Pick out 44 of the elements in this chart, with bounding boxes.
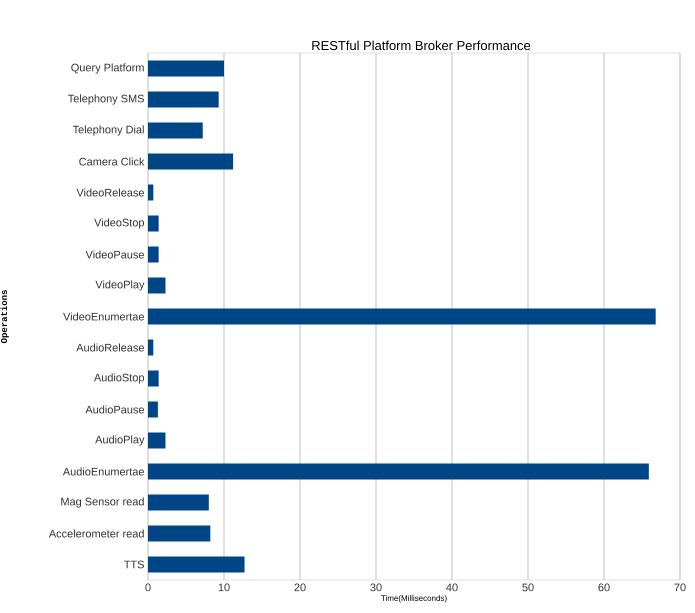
y-tick-label: VideoPlay: [95, 280, 144, 291]
bar: [148, 525, 210, 542]
bar: [148, 122, 203, 138]
bar: [148, 91, 219, 108]
x-tick-label: 30: [370, 584, 382, 592]
y-tick-label: TTS: [124, 560, 144, 568]
bar: [148, 463, 649, 480]
y-tick-label: Camera Click: [79, 157, 144, 166]
bar: [148, 184, 154, 200]
bar: [148, 370, 159, 386]
bar: [148, 339, 154, 356]
bar: [148, 308, 656, 324]
x-tick-label: 50: [522, 584, 534, 592]
bar: [148, 60, 224, 76]
y-tick-label: AudioPlay: [95, 435, 144, 446]
x-tick-label: 20: [294, 584, 306, 592]
y-tick-label: AudioPause: [85, 405, 144, 414]
y-tick-label: VideoStop: [94, 218, 144, 229]
y-axis-title: Operations: [0, 290, 9, 344]
chart-title: RESTful Platform Broker Performance: [312, 40, 530, 50]
y-tick-label: Telephony Dial: [72, 125, 144, 136]
y-tick-label: VideoEnumertae: [63, 312, 144, 321]
x-tick-label: 60: [598, 584, 610, 592]
y-tick-label: AudioEnumertae: [62, 467, 144, 476]
y-tick-label: VideoPause: [86, 250, 144, 259]
bar: [148, 556, 245, 572]
bar: [148, 401, 158, 418]
y-tick-label: AudioRelease: [76, 343, 144, 352]
x-tick-label: 0: [145, 584, 151, 592]
bar: [148, 432, 166, 448]
bar: [148, 215, 159, 232]
y-tick-label: VideoRelease: [76, 188, 144, 197]
bar: [148, 277, 166, 294]
bar: [148, 153, 234, 170]
y-tick-label: Mag Sensor read: [61, 497, 144, 508]
y-tick-label: Accelerometer read: [48, 529, 144, 538]
bar: [148, 494, 209, 510]
y-tick-label: AudioStop: [94, 373, 144, 384]
x-tick-label: 10: [218, 584, 230, 592]
y-tick-label: Telephony SMS: [68, 94, 144, 105]
x-tick-label: 40: [446, 584, 458, 592]
x-tick-label: 70: [674, 584, 686, 592]
bar: [148, 246, 159, 262]
y-tick-label: Query Platform: [71, 63, 144, 74]
